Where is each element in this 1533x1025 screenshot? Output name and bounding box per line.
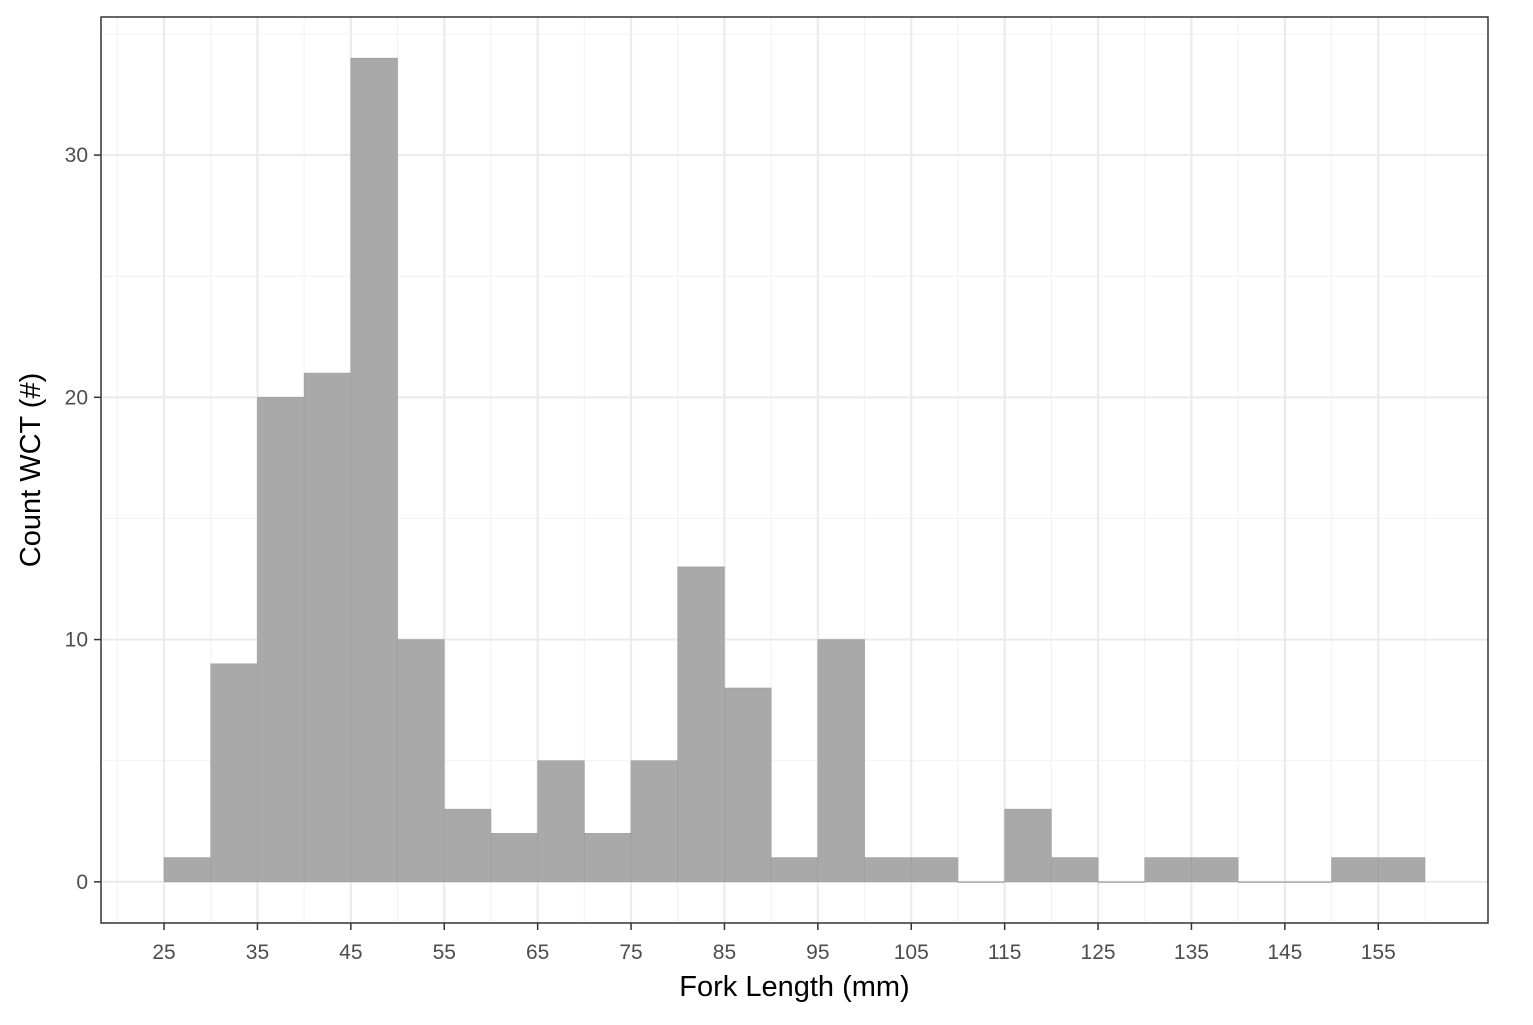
x-tick-label: 75	[619, 941, 642, 964]
y-tick-label: 30	[65, 144, 88, 167]
y-axis-ticks: 0 10 20 30	[65, 144, 101, 894]
histogram-bars	[163, 57, 1426, 883]
histogram-bar	[864, 857, 912, 883]
x-tick-label: 95	[806, 941, 829, 964]
histogram-bar	[630, 760, 679, 883]
histogram-bar	[584, 833, 632, 883]
histogram-bar	[1097, 881, 1146, 883]
histogram-bar	[724, 687, 772, 883]
histogram-bar	[770, 857, 819, 883]
x-tick-label: 35	[246, 941, 269, 964]
histogram-bar	[350, 57, 398, 883]
histogram-bar	[397, 639, 445, 883]
x-tick-label: 25	[152, 941, 175, 964]
x-axis-ticks: 25 35 45 55 65 75 85 95 105 115 125 135 145 155	[152, 923, 1396, 964]
x-tick-label: 155	[1361, 941, 1396, 964]
histogram-bar	[1331, 857, 1379, 883]
histogram-bar	[910, 857, 959, 883]
x-tick-label: 135	[1174, 941, 1209, 964]
y-tick-label: 0	[76, 871, 88, 894]
histogram-bar	[1284, 881, 1332, 883]
x-tick-label: 85	[713, 941, 736, 964]
y-axis-title: Count WCT (#)	[15, 373, 47, 567]
x-tick-label: 145	[1267, 941, 1302, 964]
histogram-bar	[1051, 857, 1099, 883]
histogram-bar	[1191, 857, 1239, 883]
x-axis-title: Fork Length (mm)	[679, 971, 909, 1003]
histogram-bar	[1377, 857, 1426, 883]
histogram-bar	[1004, 808, 1052, 883]
panel-border	[100, 16, 1489, 924]
histogram-bar	[537, 760, 585, 883]
x-tick-label: 65	[526, 941, 549, 964]
histogram-bar	[303, 372, 352, 883]
y-tick-label: 10	[65, 629, 88, 652]
x-tick-label: 45	[339, 941, 362, 964]
histogram-bar	[677, 566, 725, 883]
histogram-bar	[257, 397, 305, 883]
histogram-bar	[443, 808, 492, 883]
histogram-bar	[817, 639, 865, 883]
y-tick-label: 20	[65, 386, 88, 409]
x-tick-label: 115	[988, 941, 1021, 964]
histogram-bar	[1237, 881, 1286, 883]
x-tick-label: 55	[433, 941, 456, 964]
histogram-bar	[1144, 857, 1192, 883]
histogram-bar	[957, 881, 1005, 883]
histogram-bar	[210, 663, 258, 883]
histogram-bar	[163, 857, 212, 883]
x-tick-label: 125	[1081, 941, 1116, 964]
x-tick-label: 105	[894, 941, 929, 964]
histogram-bar	[490, 833, 538, 883]
